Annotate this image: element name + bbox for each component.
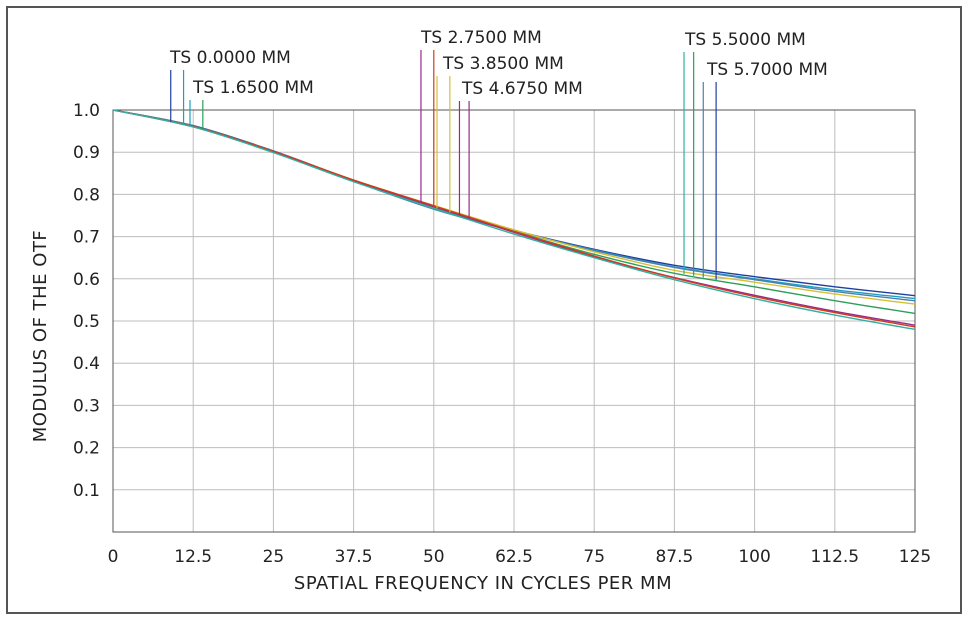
y-tick-label: 0.8 bbox=[73, 185, 100, 205]
annotation-label: TS 5.5000 MM bbox=[684, 30, 806, 50]
x-tick-label: 50 bbox=[423, 547, 445, 567]
y-tick-label: 0.2 bbox=[73, 439, 100, 459]
series-line-7 bbox=[112, 109, 916, 328]
y-tick-label: 0.6 bbox=[73, 270, 100, 290]
plot-area-border bbox=[112, 109, 916, 533]
x-tick-label: 62.5 bbox=[495, 547, 533, 567]
annotation-label: TS 3.8500 MM bbox=[442, 54, 564, 74]
series-line-8 bbox=[112, 109, 916, 331]
x-tick-label: 100 bbox=[738, 547, 770, 567]
chart-frame bbox=[6, 6, 962, 614]
y-tick-label: 0.1 bbox=[73, 481, 100, 501]
grid bbox=[113, 110, 915, 532]
annotation-label: TS 1.6500 MM bbox=[192, 78, 314, 98]
annotation-label: TS 0.0000 MM bbox=[169, 48, 291, 68]
annotation-label: TS 5.7000 MM bbox=[706, 60, 828, 80]
annotation-layer: TS 0.0000 MM TS 1.6500 MM TS 2.7500 MM TS 3… bbox=[169, 28, 828, 280]
x-tick-label: 0 bbox=[108, 547, 119, 567]
x-tick-label: 75 bbox=[583, 547, 605, 567]
x-tick-label: 125 bbox=[899, 547, 931, 567]
x-tick-label: 37.5 bbox=[335, 547, 373, 567]
y-tick-labels: 0.1 0.2 0.3 0.4 0.5 0.6 0.7 0.8 0.9 1.0 bbox=[73, 101, 100, 501]
y-tick-label: 0.4 bbox=[73, 354, 100, 374]
x-tick-label: 12.5 bbox=[174, 547, 212, 567]
y-tick-label: 1.0 bbox=[73, 101, 100, 121]
y-tick-label: 0.3 bbox=[73, 396, 100, 416]
series-layer bbox=[112, 109, 916, 331]
x-tick-label: 87.5 bbox=[655, 547, 693, 567]
x-tick-labels: 0 12.5 25 37.5 50 62.5 75 87.5 100 112.5 125 bbox=[108, 547, 932, 567]
x-tick-label: 112.5 bbox=[810, 547, 859, 567]
y-axis-title: MODULUS OF THE OTF bbox=[30, 230, 51, 443]
y-tick-label: 0.9 bbox=[73, 143, 100, 163]
y-tick-label: 0.7 bbox=[73, 228, 100, 248]
annotation-label: TS 4.6750 MM bbox=[461, 79, 583, 99]
x-tick-label: 25 bbox=[263, 547, 285, 567]
x-axis-title: SPATIAL FREQUENCY IN CYCLES PER MM bbox=[294, 573, 672, 594]
annotation-label: TS 2.7500 MM bbox=[420, 28, 542, 48]
y-tick-label: 0.5 bbox=[73, 312, 100, 332]
